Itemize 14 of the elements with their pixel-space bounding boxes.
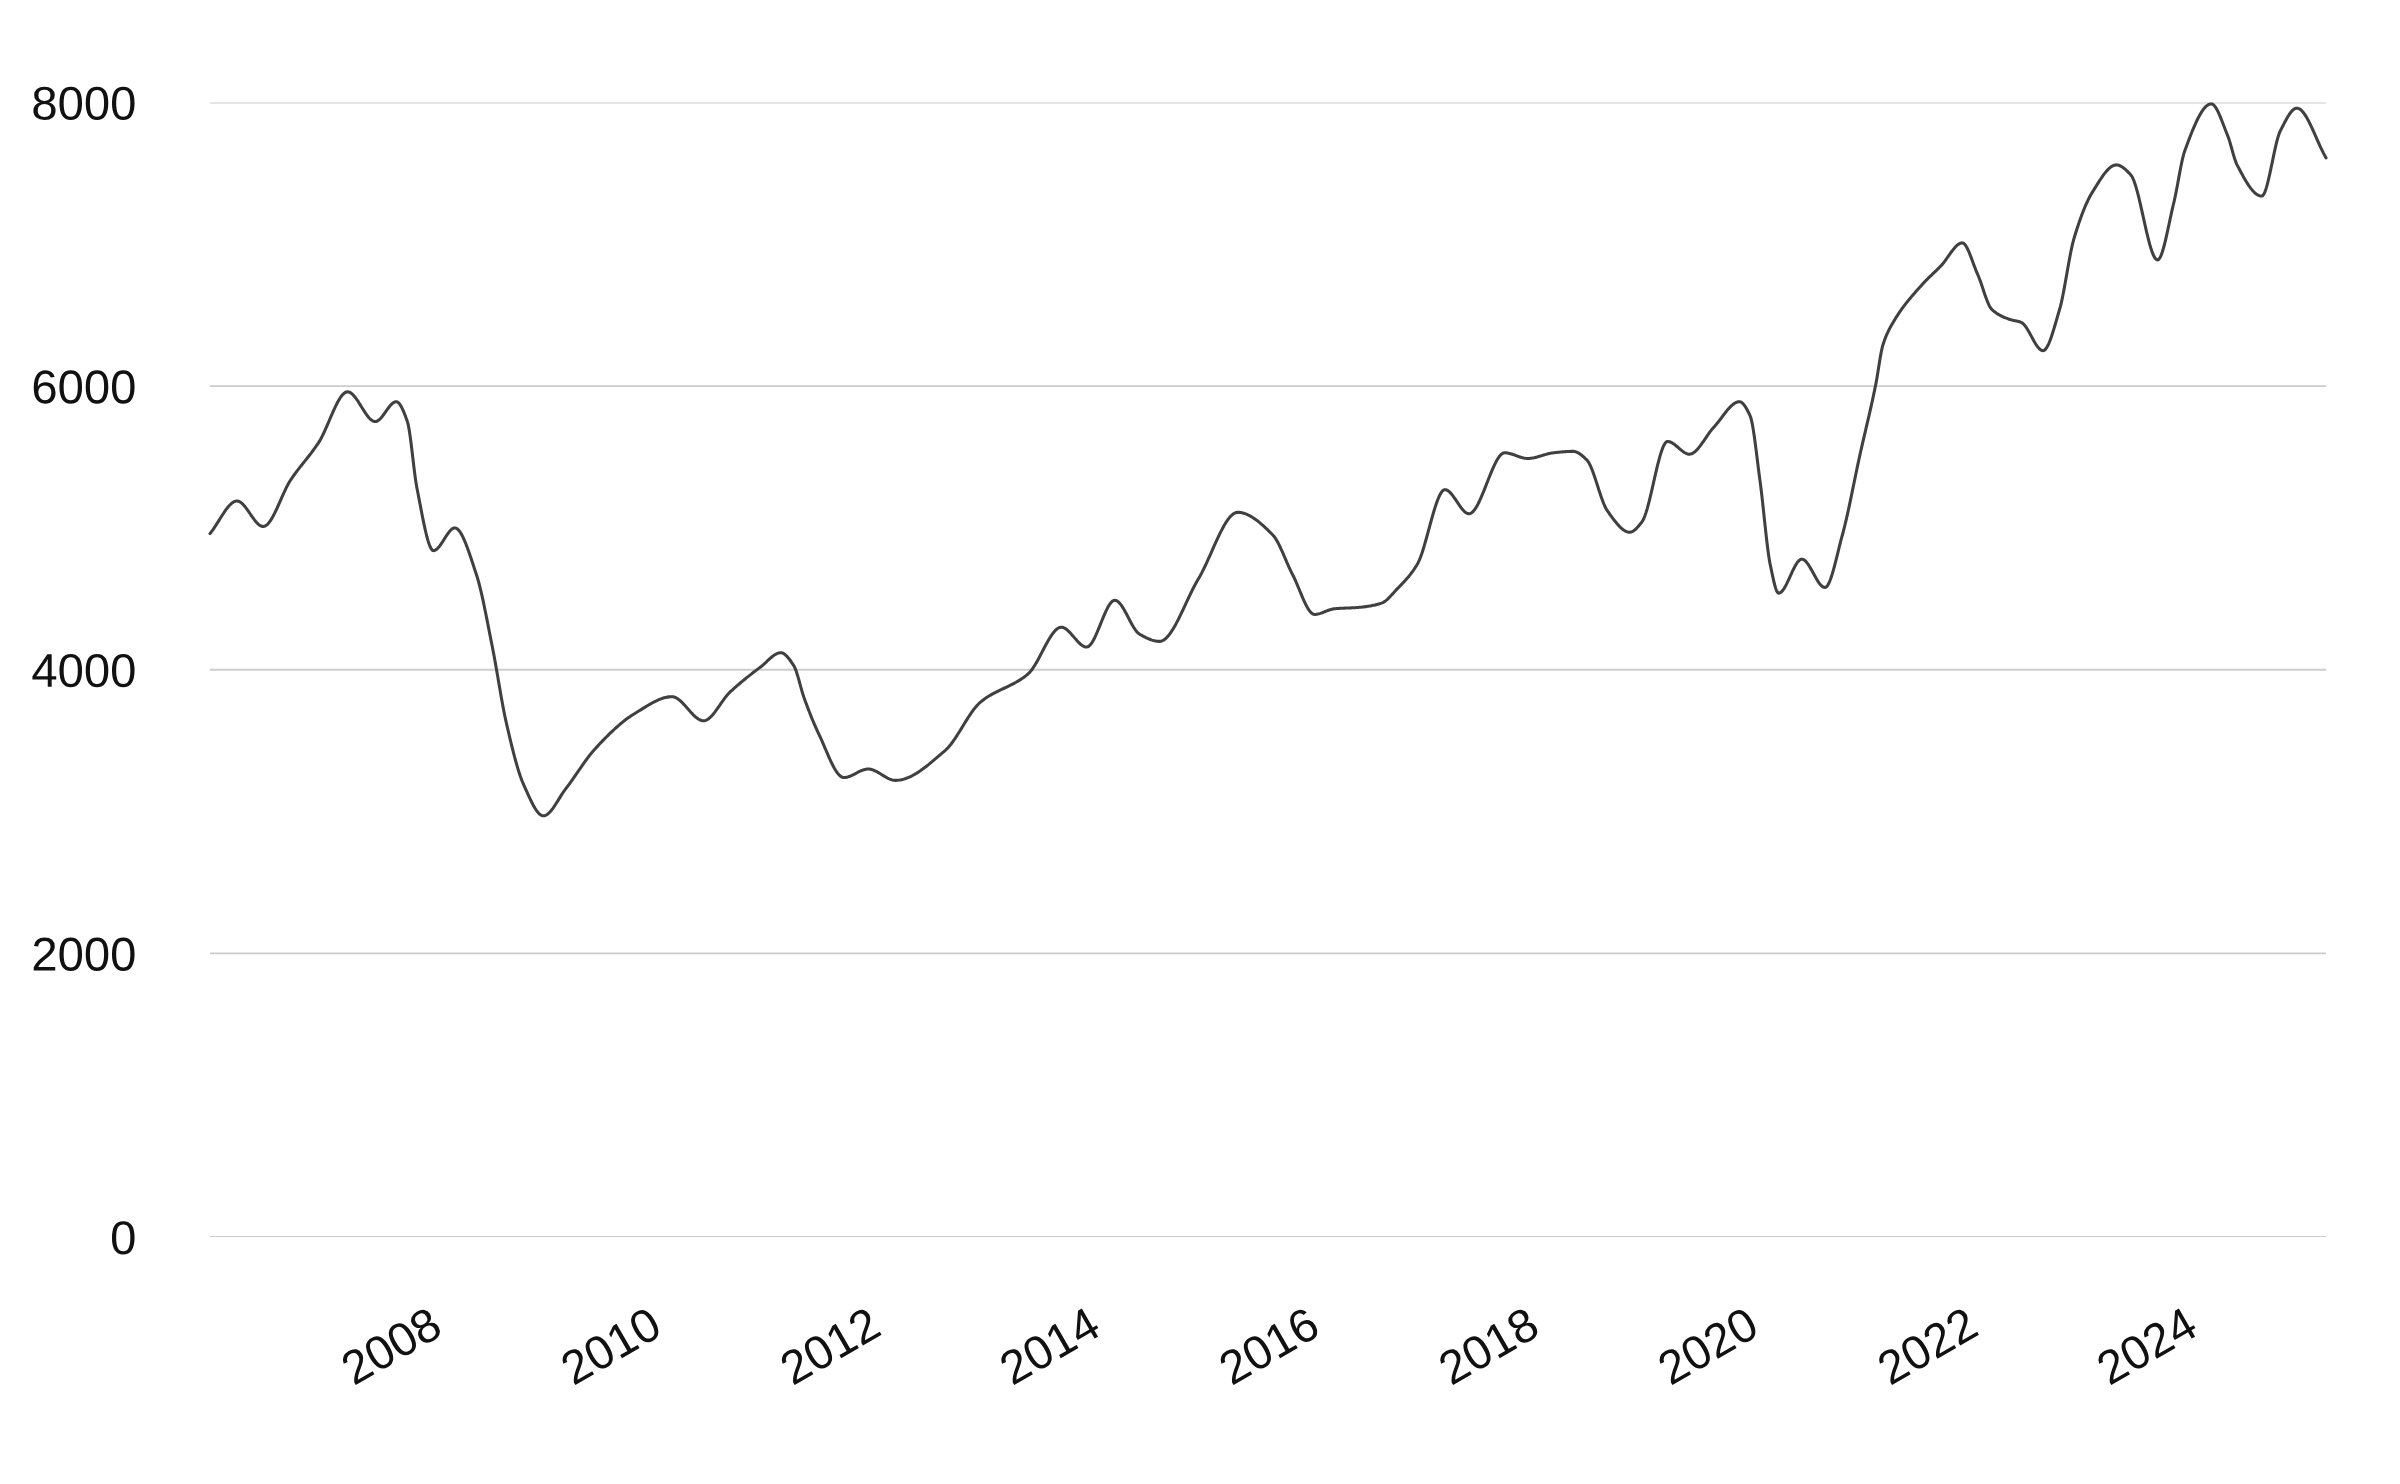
y-tick-label: 2000 [33, 937, 135, 971]
y-tick-label: 4000 [32, 653, 135, 688]
x-tick-label: 2016 [1217, 1306, 1321, 1386]
x-tick-label: 2010 [558, 1306, 663, 1386]
y-tick-label: 0 [111, 1221, 135, 1255]
x-tick-label: 2022 [1875, 1306, 1980, 1386]
y-tick-label: 8000 [33, 86, 135, 121]
x-tick-label: 2024 [2094, 1305, 2200, 1386]
x-tick-label: 2012 [778, 1306, 882, 1386]
x-tick-label: 2018 [1436, 1306, 1541, 1386]
y-tick-label: 6000 [33, 370, 135, 404]
x-tick-label: 2014 [997, 1305, 1103, 1386]
x-tick-label: 2008 [339, 1306, 444, 1386]
x-tick-label: 2020 [1655, 1306, 1760, 1386]
